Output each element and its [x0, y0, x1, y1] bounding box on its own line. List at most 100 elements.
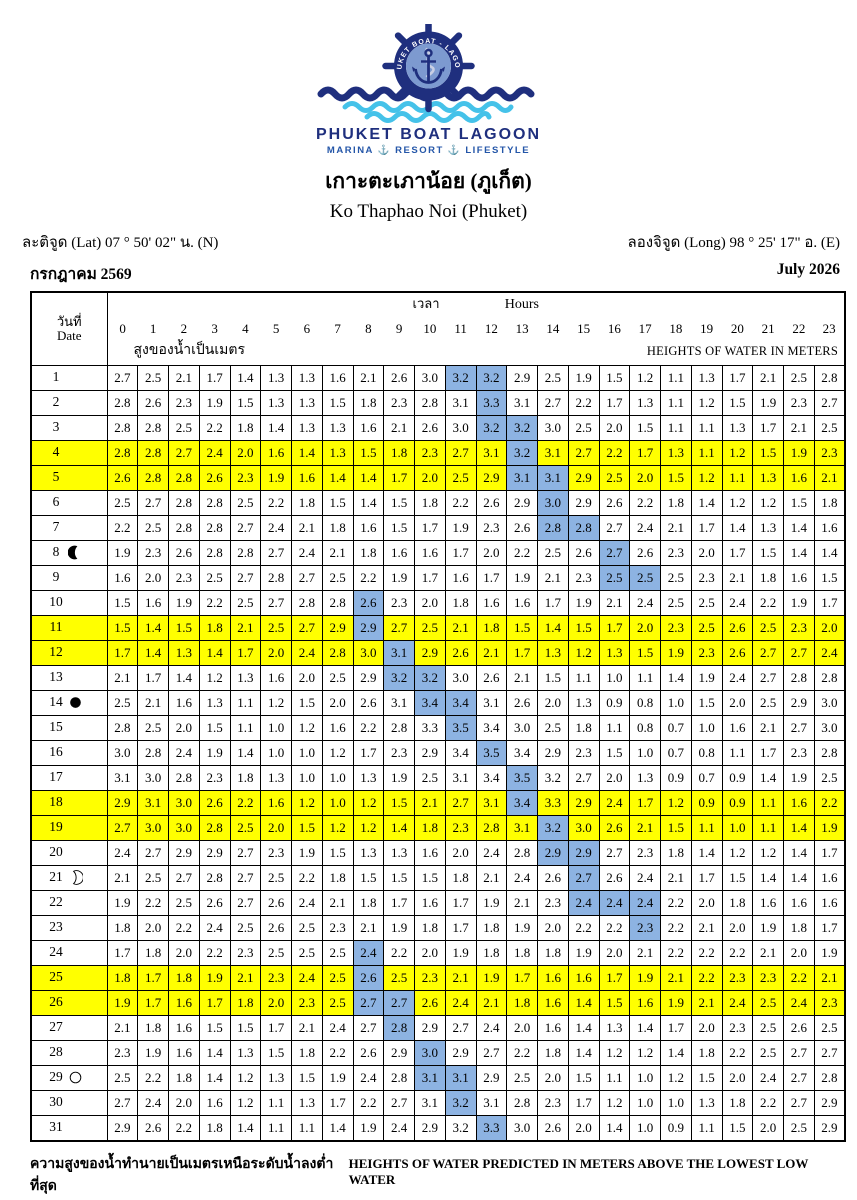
- height-cell: 1.6: [721, 714, 754, 741]
- height-cell: 1.1: [598, 714, 631, 741]
- height-cell: 2.9: [414, 1114, 446, 1141]
- height-cell: 1.7: [444, 914, 477, 941]
- height-cell: 2.4: [291, 639, 323, 666]
- height-cell: 2.2: [752, 589, 784, 616]
- hour-header: 14: [546, 320, 560, 336]
- height-cell: 2.1: [598, 589, 631, 616]
- height-cell: 2.0: [690, 539, 723, 566]
- height-cell: 1.6: [137, 589, 169, 616]
- height-cell: 1.3: [168, 639, 200, 666]
- height-cell: 2.6: [475, 489, 508, 516]
- day-number: 11: [49, 619, 63, 635]
- height-cell: 1.5: [690, 1064, 723, 1091]
- height-cell: 2.9: [813, 1089, 846, 1116]
- hour-header: 5: [272, 320, 280, 336]
- height-cell: 1.3: [352, 839, 385, 866]
- height-cell: 1.1: [690, 814, 723, 841]
- brand-tagline: MARINA ⚓ RESORT ⚓ LIFESTYLE: [326, 145, 531, 156]
- height-cell: 2.5: [752, 1014, 784, 1041]
- height-cell: 1.6: [813, 514, 846, 541]
- height-cell: 1.3: [383, 839, 415, 866]
- date-cell: 30: [30, 1089, 108, 1116]
- height-cell: 1.3: [229, 664, 262, 691]
- height-cell: 2.7: [567, 439, 600, 466]
- height-cell: 1.0: [321, 764, 354, 791]
- height-cell: 1.7: [321, 1089, 354, 1116]
- height-cell: 2.7: [598, 839, 631, 866]
- height-cell: 1.7: [352, 739, 385, 766]
- height-cell: 2.1: [660, 964, 692, 991]
- height-cell: 0.9: [660, 764, 692, 791]
- height-cell: 3.2: [444, 1089, 477, 1116]
- height-cell: 1.2: [352, 789, 385, 816]
- height-cell: 2.3: [752, 964, 784, 991]
- height-cell: 1.4: [198, 1064, 231, 1091]
- height-cell: 1.8: [444, 589, 477, 616]
- height-cell: 2.3: [229, 939, 262, 966]
- height-cell: 1.6: [444, 564, 477, 591]
- height-cell: 1.5: [106, 614, 139, 641]
- day-number: 10: [49, 594, 63, 610]
- day-number: 27: [49, 1019, 63, 1035]
- height-cell: 1.8: [291, 1039, 323, 1066]
- height-cell: 0.9: [598, 689, 631, 716]
- height-cell: 2.1: [537, 564, 569, 591]
- height-cell: 1.9: [506, 564, 538, 591]
- height-cell: 2.3: [321, 914, 354, 941]
- height-cell: 1.1: [260, 1089, 292, 1116]
- height-cell: 2.0: [444, 839, 477, 866]
- height-cell: 1.9: [506, 914, 538, 941]
- height-cell: 2.2: [813, 789, 846, 816]
- height-cell: 2.0: [537, 914, 569, 941]
- height-cell: 2.4: [567, 889, 600, 916]
- height-cell: 1.7: [537, 589, 569, 616]
- footer-thai: ความสูงของน้ำทำนายเป็นเมตรเหนือระดับน้ำล…: [30, 1156, 334, 1194]
- height-cell: 1.8: [352, 389, 385, 416]
- height-cell: 1.4: [783, 814, 815, 841]
- height-cell: 2.7: [106, 814, 139, 841]
- height-cell: 1.6: [168, 1039, 200, 1066]
- height-cell: 1.8: [567, 714, 600, 741]
- height-cell: 2.9: [383, 1039, 415, 1066]
- day-number: 30: [49, 1094, 63, 1110]
- height-cell: 2.0: [690, 1014, 723, 1041]
- height-cell: 1.9: [783, 764, 815, 791]
- height-cell: 1.1: [690, 1114, 723, 1141]
- height-cell: 1.2: [229, 1064, 262, 1091]
- height-cell: 2.6: [567, 539, 600, 566]
- height-cell: 1.9: [444, 514, 477, 541]
- height-cell: 1.2: [598, 1039, 631, 1066]
- height-cell: 2.2: [567, 389, 600, 416]
- date-column-header: วันที่ Date: [31, 291, 108, 365]
- height-cell: 1.9: [752, 389, 784, 416]
- height-cell: 2.5: [291, 939, 323, 966]
- height-cell: 1.8: [321, 514, 354, 541]
- day-number: 29: [49, 1069, 63, 1085]
- table-row: 15 2.8 2.5 2.0 1.5 1.1 1.0 1.2 1.6 2.2 2.8 3.3 3.5 3.…: [30, 714, 846, 741]
- height-cell: 2.9: [783, 689, 815, 716]
- height-cell: 1.5: [291, 689, 323, 716]
- height-cell: 1.3: [260, 364, 292, 391]
- logo: PHUKET BOAT - LAGOON PHUKET BOAT LAGOON …: [0, 24, 857, 156]
- height-cell: 2.4: [752, 1064, 784, 1091]
- date-cell: 13: [30, 664, 108, 691]
- height-cell: 1.1: [660, 414, 692, 441]
- height-cell: 2.6: [198, 889, 231, 916]
- height-cell: 2.1: [291, 1014, 323, 1041]
- height-cell: 1.6: [414, 889, 446, 916]
- height-cell: 2.6: [475, 664, 508, 691]
- height-cell: 1.3: [598, 639, 631, 666]
- height-cell: 2.3: [721, 964, 754, 991]
- height-cell: 1.6: [813, 889, 846, 916]
- height-cell: 2.5: [752, 689, 784, 716]
- height-cell: 1.2: [291, 714, 323, 741]
- height-cell: 2.2: [506, 1039, 538, 1066]
- height-cell: 1.0: [721, 814, 754, 841]
- height-cell: 1.9: [813, 939, 846, 966]
- height-cell: 3.1: [537, 439, 569, 466]
- height-cell: 1.7: [260, 1014, 292, 1041]
- height-cell: 2.5: [137, 364, 169, 391]
- height-cell: 1.4: [137, 614, 169, 641]
- height-cell: 1.1: [291, 1114, 323, 1141]
- height-cell: 2.5: [690, 614, 723, 641]
